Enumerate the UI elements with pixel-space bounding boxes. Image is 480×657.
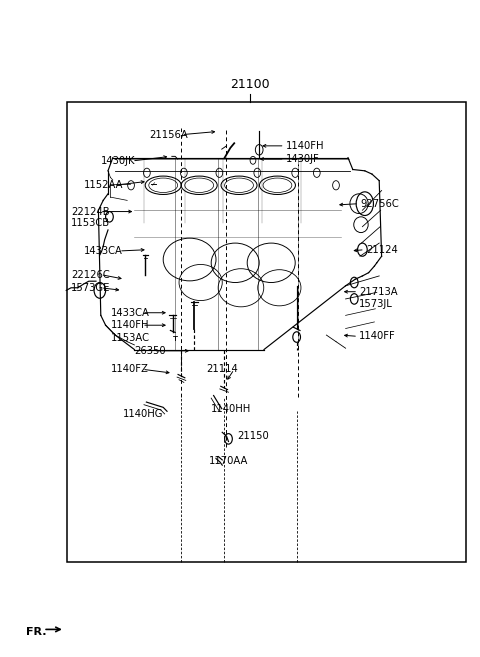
Text: 1140FH: 1140FH — [286, 141, 324, 151]
Text: 1573GE: 1573GE — [71, 283, 110, 293]
Text: 21150: 21150 — [238, 430, 269, 441]
Text: 21156A: 21156A — [149, 129, 188, 140]
Text: 1140HH: 1140HH — [211, 403, 252, 414]
Text: 1152AA: 1152AA — [84, 180, 123, 191]
Text: 1430JK: 1430JK — [101, 156, 135, 166]
Text: 21100: 21100 — [230, 78, 269, 91]
Text: 1140FZ: 1140FZ — [110, 364, 148, 374]
Text: 1153CB: 1153CB — [71, 218, 110, 229]
Text: 21124: 21124 — [366, 244, 397, 255]
Text: 21713A: 21713A — [359, 286, 397, 297]
Text: 1140FF: 1140FF — [359, 331, 396, 342]
Text: 1573JL: 1573JL — [359, 299, 393, 309]
Text: 1153AC: 1153AC — [110, 332, 149, 343]
Text: 26350: 26350 — [134, 346, 166, 356]
Text: 1140FH: 1140FH — [110, 320, 149, 330]
Text: 1140HG: 1140HG — [122, 409, 163, 419]
Text: 1433CA: 1433CA — [110, 307, 149, 318]
Text: 1433CA: 1433CA — [84, 246, 123, 256]
Bar — [67, 102, 466, 562]
Text: 1170AA: 1170AA — [209, 456, 248, 466]
Text: 1430JF: 1430JF — [286, 154, 319, 164]
Text: 21114: 21114 — [206, 364, 238, 374]
Text: 22124B: 22124B — [71, 206, 109, 217]
Text: FR.: FR. — [26, 627, 47, 637]
Text: 92756C: 92756C — [360, 198, 399, 209]
Text: 22126C: 22126C — [71, 269, 110, 280]
